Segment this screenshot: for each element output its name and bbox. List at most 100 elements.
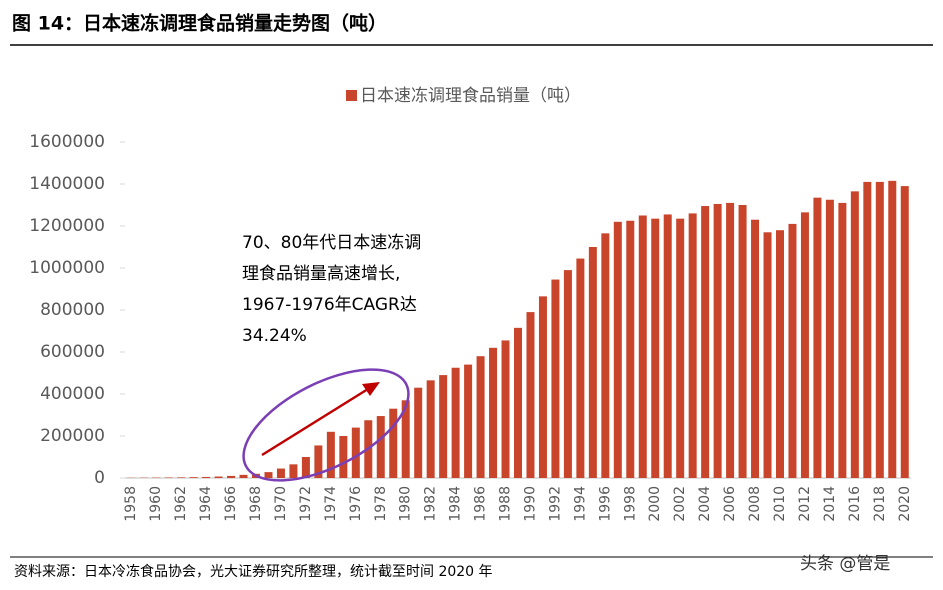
legend-swatch	[346, 90, 357, 101]
y-tick-label: 600000	[40, 342, 105, 362]
y-tick-label: 1400000	[29, 174, 105, 194]
bar	[301, 457, 310, 478]
x-tick-label: 2008	[747, 486, 763, 522]
x-tick-label: 1978	[373, 486, 389, 522]
y-tick-label: 0	[94, 468, 105, 488]
x-tick-label: 1980	[398, 486, 414, 522]
x-tick-label: 1972	[298, 486, 314, 522]
bar	[414, 387, 423, 478]
x-tick-label: 2012	[797, 486, 813, 522]
bar	[526, 312, 535, 478]
bar	[476, 356, 485, 478]
annotation-line: 1967-1976年CAGR达	[242, 295, 417, 315]
bar	[701, 206, 710, 479]
x-tick-label: 2002	[672, 486, 688, 522]
bar	[464, 364, 473, 478]
bar	[751, 219, 760, 478]
bar	[726, 202, 735, 478]
x-tick-label: 1974	[323, 486, 339, 522]
bar	[588, 247, 597, 478]
bar	[713, 203, 722, 478]
x-tick-label: 1982	[423, 486, 439, 522]
bar	[863, 181, 872, 478]
bar	[339, 436, 348, 478]
bar	[563, 270, 572, 478]
bar	[164, 477, 173, 478]
x-tick-label: 2018	[872, 486, 888, 522]
bar	[825, 199, 834, 478]
bar	[202, 476, 211, 478]
x-tick-label: 1998	[622, 486, 638, 522]
y-tick-label: 400000	[40, 384, 105, 404]
bar	[763, 232, 772, 478]
x-tick-label: 2006	[722, 486, 738, 522]
x-tick-label: 1968	[248, 486, 264, 522]
bar	[401, 400, 410, 478]
x-tick-label: 1962	[173, 486, 189, 522]
x-tick-label: 2010	[772, 486, 788, 522]
bar	[314, 445, 323, 478]
watermark: 头条 @管是	[800, 554, 890, 574]
bar	[439, 375, 448, 478]
bar	[376, 416, 385, 478]
bar	[788, 223, 797, 478]
x-tick-label: 1960	[148, 486, 164, 522]
x-tick-label: 1984	[448, 486, 464, 522]
bar	[576, 258, 585, 478]
bar	[813, 197, 822, 478]
bar	[489, 347, 498, 478]
bar	[838, 202, 847, 478]
bar	[900, 186, 909, 478]
annotation-line: 理食品销量高速增长,	[242, 264, 400, 284]
bar	[688, 213, 697, 478]
bar	[601, 233, 610, 478]
bar	[800, 212, 809, 478]
bar	[626, 220, 635, 478]
annotation-line: 70、80年代日本速冻调	[242, 233, 421, 253]
x-tick-label: 1986	[473, 486, 489, 522]
x-tick-label: 1994	[572, 486, 588, 522]
bar	[177, 477, 186, 478]
bar	[514, 327, 522, 478]
x-tick-label: 2014	[822, 486, 838, 522]
y-tick-label: 1000000	[29, 258, 105, 278]
x-tick-label: 2004	[697, 486, 713, 522]
bar	[676, 218, 685, 478]
bar	[638, 215, 647, 478]
bar	[276, 468, 285, 478]
arrow-head	[362, 382, 380, 396]
bar	[875, 181, 884, 478]
highlight-ellipse	[242, 368, 410, 482]
x-tick-label: 1992	[547, 486, 563, 522]
bar	[239, 474, 248, 478]
trend-arrow	[261, 387, 369, 457]
bar	[227, 475, 236, 478]
bar	[776, 230, 784, 478]
bar	[850, 191, 859, 478]
bar	[214, 476, 223, 478]
x-tick-label: 2000	[647, 486, 663, 522]
bar	[326, 431, 335, 478]
x-tick-label: 1966	[223, 486, 239, 522]
y-tick-label: 1600000	[29, 132, 105, 152]
bar	[663, 214, 672, 478]
x-tick-label: 1964	[198, 486, 214, 522]
y-tick-label: 200000	[40, 426, 105, 446]
x-tick-label: 1996	[597, 486, 613, 522]
bar	[651, 218, 660, 478]
bar	[426, 380, 435, 478]
bar	[189, 477, 198, 478]
x-tick-label: 1970	[273, 486, 289, 522]
bar	[451, 367, 460, 478]
legend-label: 日本速冻调理食品销量（吨）	[360, 86, 581, 106]
y-tick-label: 800000	[40, 300, 105, 320]
x-tick-label: 1990	[522, 486, 538, 522]
x-tick-label: 2020	[897, 486, 913, 522]
chart-title: 图 14：日本速冻调理食品销量走势图（吨）	[12, 12, 387, 35]
x-tick-label: 2016	[847, 486, 863, 522]
bar	[389, 408, 398, 478]
bar	[289, 464, 298, 478]
x-tick-label: 1988	[498, 486, 514, 522]
